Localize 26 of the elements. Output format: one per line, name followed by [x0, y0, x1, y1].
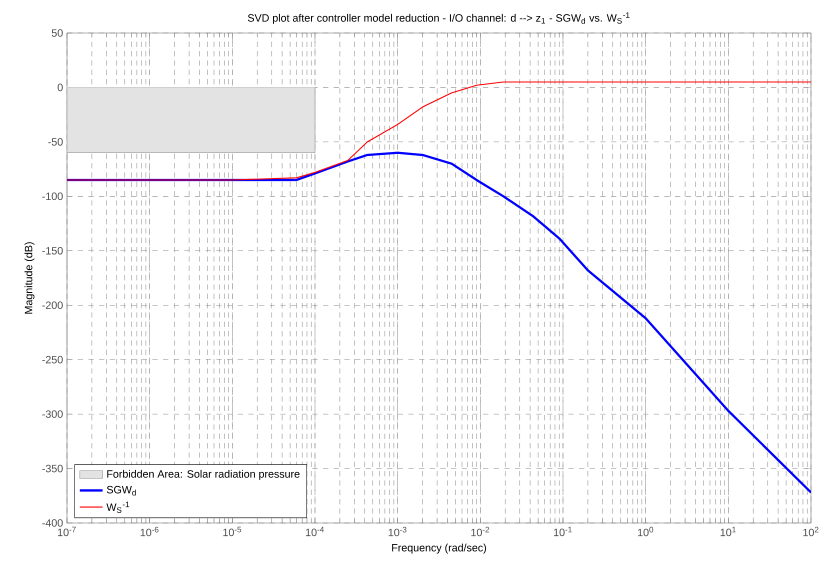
x-tick-label: 10$^{-3}$ [388, 526, 406, 536]
y-tick-label: -300 [42, 410, 63, 418]
legend-label: SGW$_{d}$ [106, 486, 136, 496]
y-tick-label: -350 [42, 464, 63, 472]
x-tick-label: 10$^{-6}$ [140, 526, 158, 536]
legend-label: W$_{S}$-1 [106, 502, 130, 513]
x-tick-label: 10$^{0}$ [638, 526, 654, 536]
y-tick-label: -200 [42, 301, 63, 309]
y-tick-label: -50 [48, 138, 63, 146]
chart-title: SVD plot after controller model reduction - I/O channel: d --> z$_{1}$ - SGW$_{d}$ vs. W$_{S}$-1 [248, 12, 630, 24]
x-tick-label: 10$^{-4}$ [306, 526, 324, 536]
x-axis-title: Frequency (rad/sec) [392, 544, 486, 554]
x-tick-label: 10$^{2}$ [803, 526, 818, 536]
legend-label: Forbidden Area: Solar radiation pressure [107, 470, 300, 480]
y-tick-label: -100 [42, 192, 63, 200]
y-tick-label: -400 [42, 519, 63, 527]
y-axis-title: Magnitude (dB) [24, 242, 34, 314]
x-tick-label: 10$^{-2}$ [471, 526, 490, 536]
x-tick-label: 10$^{-1}$ [554, 526, 572, 536]
x-tick-label: 10$^{1}$ [720, 526, 736, 536]
x-tick-label: 10$^{-5}$ [223, 526, 242, 536]
y-tick-label: 50 [52, 29, 63, 37]
x-tick-label: 10$^{-7}$ [58, 526, 76, 536]
y-tick-label: -150 [42, 246, 63, 255]
y-tick-label: 0 [58, 84, 63, 92]
y-tick-label: -250 [42, 356, 63, 364]
